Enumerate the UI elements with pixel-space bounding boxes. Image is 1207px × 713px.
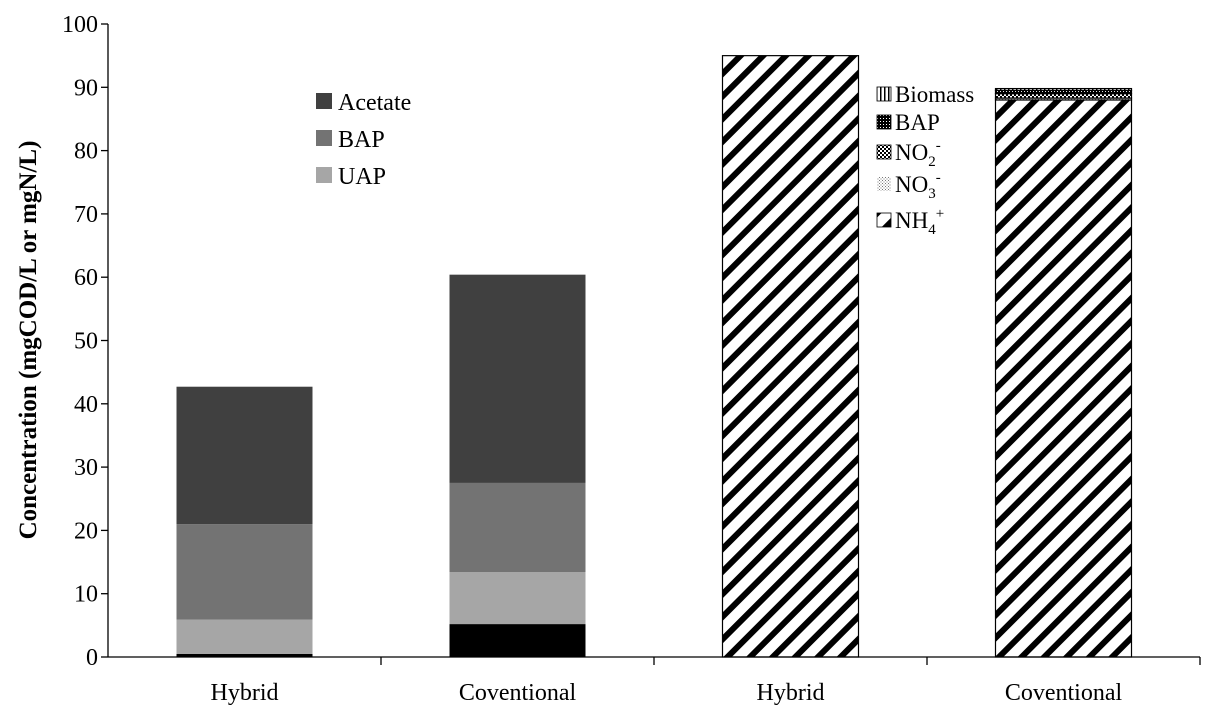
bar-acetate-1 xyxy=(176,386,313,525)
x-category-label: Coventional xyxy=(459,680,577,706)
bar-unlabeled-1 xyxy=(176,653,313,657)
y-tick-label: 60 xyxy=(74,265,98,291)
y-tick-label: 0 xyxy=(86,645,98,671)
bar-bap-1 xyxy=(176,524,313,620)
y-tick-label: 70 xyxy=(74,202,98,228)
legend-cod: Acetate BAP UAP xyxy=(316,90,411,190)
bar-unlabeled-2 xyxy=(449,624,586,657)
bars-layer xyxy=(176,55,1133,658)
legend-swatch xyxy=(877,177,891,191)
y-tick-label: 80 xyxy=(74,139,98,165)
x-category-label: Hybrid xyxy=(211,680,279,706)
x-category-label: Coventional xyxy=(1005,680,1123,706)
y-tick-label: 30 xyxy=(74,455,98,481)
legend-label: NO3- xyxy=(895,170,941,202)
bar-nh4--4 xyxy=(994,99,1133,658)
legend-label: BAP xyxy=(338,127,385,153)
legend-swatch xyxy=(876,114,892,130)
legend-swatch xyxy=(876,86,892,102)
legend-label: Acetate xyxy=(338,90,411,116)
legend-swatch xyxy=(316,130,332,146)
bar-biomass-4 xyxy=(994,87,1133,92)
legend-swatch xyxy=(876,144,892,160)
y-tick-label: 50 xyxy=(74,329,98,355)
bar-uap-1 xyxy=(176,619,313,654)
y-tick-label: 100 xyxy=(62,12,98,38)
legend-label: Biomass xyxy=(895,82,974,107)
legend-label: NO2- xyxy=(895,138,941,170)
x-category-label: Hybrid xyxy=(757,680,825,706)
y-tick-label: 10 xyxy=(74,582,98,608)
legend-label: BAP xyxy=(895,110,940,135)
legend-label: UAP xyxy=(338,164,386,190)
y-tick-label: 20 xyxy=(74,518,98,544)
bar-uap-2 xyxy=(449,572,586,625)
bar-acetate-2 xyxy=(449,274,586,483)
bar-bap-2 xyxy=(449,482,586,573)
legend-label: NH4+ xyxy=(895,206,944,238)
y-tick-label: 90 xyxy=(74,75,98,101)
legend-nitrogen: Biomass BAP NO2-NO3- NH4+ xyxy=(876,82,974,238)
y-axis-label: Concentration (mgCOD/L or mgN/L) xyxy=(15,141,42,540)
axes-layer: 0 10 20 30 40 50 60 70 80 90 100 Hybrid Coventional H… xyxy=(62,12,1201,706)
legend-swatch xyxy=(316,167,332,183)
bar-no2--4 xyxy=(994,93,1133,99)
legend-swatch xyxy=(876,212,892,228)
legend-swatch xyxy=(316,93,332,109)
y-tick-label: 40 xyxy=(74,392,98,418)
bar-nh4--3 xyxy=(721,55,860,658)
